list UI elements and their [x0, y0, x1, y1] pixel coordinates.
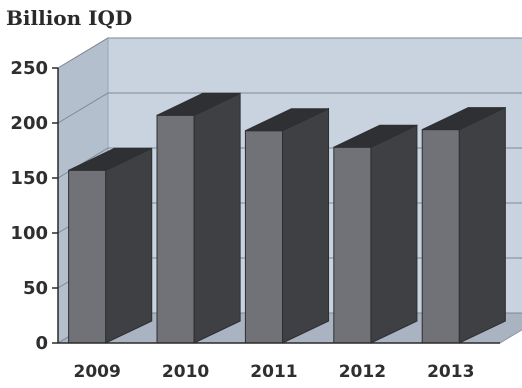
bar-front: [156, 114, 195, 344]
bar-top: [421, 107, 506, 131]
gridline: [57, 37, 522, 69]
bar-top: [333, 124, 418, 148]
x-category-label: 2013: [427, 362, 474, 382]
x-category-label: 2012: [339, 362, 386, 382]
x-category-label: 2010: [162, 362, 209, 382]
bar-top: [68, 147, 152, 171]
x-category-label: 2011: [250, 362, 297, 382]
bars: [68, 92, 506, 344]
y-tick-label: 250: [10, 58, 48, 79]
bar: [421, 106, 506, 344]
y-tick-label: 100: [10, 223, 48, 244]
bar-front: [333, 146, 372, 344]
y-tick-label: 200: [10, 113, 48, 134]
x-category-label: 2009: [74, 362, 121, 382]
bar-side: [105, 147, 153, 344]
gridline: [57, 92, 522, 124]
x-category-labels: 2009 2010 2011 2012 2013: [74, 362, 475, 382]
bar: [244, 107, 330, 344]
bar-top: [156, 92, 241, 116]
y-tick-label: 50: [23, 278, 48, 299]
y-tick-label: 150: [10, 168, 48, 189]
bar: [156, 92, 241, 344]
bar-side: [282, 107, 330, 344]
bar: [68, 147, 153, 344]
y-tick-labels: 0 50 100 150 200 250: [10, 58, 48, 354]
bar-front: [68, 169, 107, 344]
bar-side: [193, 92, 241, 344]
bar-side: [370, 124, 418, 344]
bar-top: [245, 108, 329, 132]
bar-front: [244, 130, 284, 344]
bar-front: [421, 129, 460, 344]
bar-side: [458, 106, 506, 344]
unit-label: Billion IQD: [6, 6, 132, 30]
axes: [52, 67, 500, 344]
bar: [333, 124, 418, 344]
y-tick-label: 0: [35, 333, 48, 354]
